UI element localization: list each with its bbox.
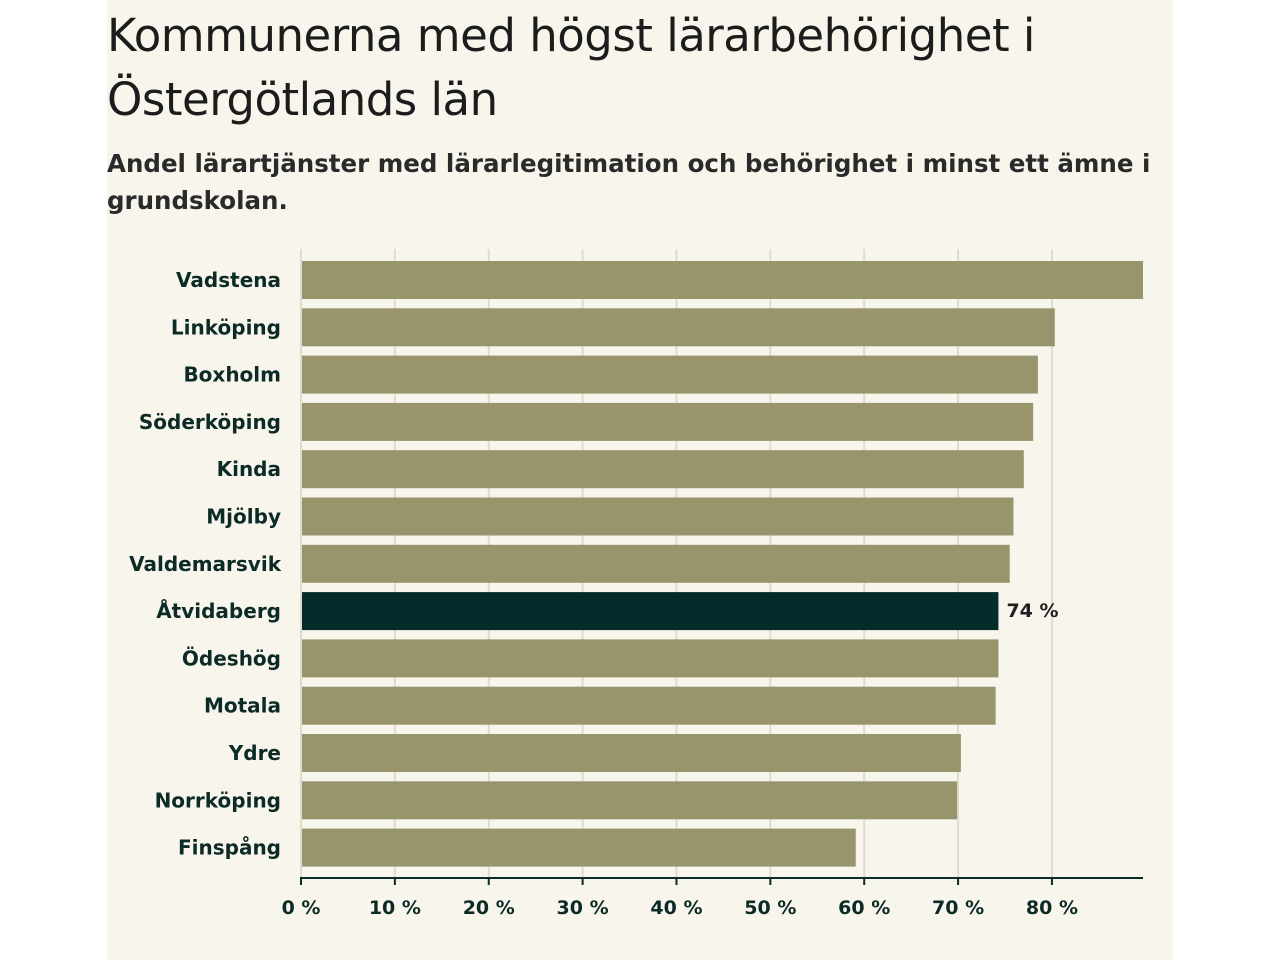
x-axis: 0 % 10 % 20 % 30 % 40 % 50 % 60 % 70 % 80 % (282, 249, 1143, 919)
bar (301, 544, 1010, 583)
bar (301, 828, 856, 867)
bar (301, 450, 1024, 489)
x-tick-label: 80 % (1026, 897, 1078, 919)
bar-highlighted (301, 592, 999, 631)
bar (301, 781, 958, 820)
category-label: Norrköping (155, 788, 281, 812)
bar (301, 497, 1014, 536)
chart-title: Kommunerna med högst lärarbehörighet i Ö… (107, 9, 1035, 126)
bar (301, 686, 996, 725)
x-tick-label: 10 % (369, 897, 421, 919)
category-label: Boxholm (183, 363, 281, 387)
category-label: Kinda (217, 457, 281, 481)
x-tick-label: 40 % (650, 897, 702, 919)
category-label: Valdemarsvik (129, 552, 282, 576)
category-label: Ödeshög (182, 646, 281, 670)
category-labels: Vadstena Linköping Boxholm Söderköping Kinda… (129, 268, 1058, 860)
bar (301, 639, 999, 678)
x-tick-label: 20 % (463, 897, 515, 919)
bar (301, 308, 1055, 347)
bar-chart: Vadstena Linköping Boxholm Söderköping Kinda… (129, 249, 1143, 919)
x-tick-label: 0 % (282, 897, 321, 919)
chart-card: Kommunerna med högst lärarbehörighet i Ö… (107, 0, 1173, 960)
chart-subtitle: Andel lärartjänster med lärarlegitimatio… (107, 149, 1151, 215)
category-label: Motala (204, 694, 281, 718)
bar (301, 261, 1143, 299)
bar-value-label: 74 % (1006, 600, 1058, 622)
category-label: Finspång (178, 836, 281, 860)
category-label: Linköping (171, 315, 281, 339)
bar (301, 355, 1038, 394)
category-label: Ydre (228, 741, 281, 765)
category-label: Mjölby (206, 505, 281, 529)
bars (301, 261, 1143, 867)
x-tick-label: 70 % (932, 897, 984, 919)
bar (301, 402, 1034, 441)
bar (301, 734, 961, 772)
x-tick-label: 50 % (744, 897, 796, 919)
x-tick-label: 60 % (838, 897, 890, 919)
category-label: Åtvidaberg (156, 599, 281, 623)
category-label: Vadstena (176, 268, 281, 292)
x-tick-label: 30 % (557, 897, 609, 919)
category-label: Söderköping (139, 410, 281, 434)
